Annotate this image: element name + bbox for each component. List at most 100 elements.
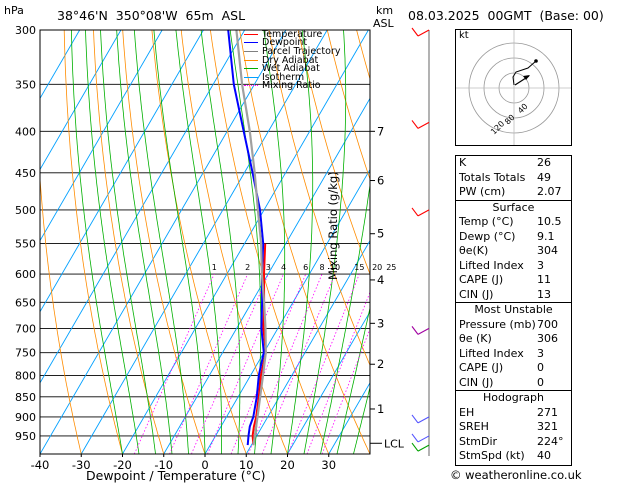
dry-adiabat: [180, 30, 288, 454]
mixing-ratio-label: 20: [372, 263, 382, 272]
index-label: Totals Totals: [459, 170, 526, 184]
dry-adiabat: [151, 30, 247, 454]
wind-barb-flag: [411, 326, 419, 335]
hodograph-section-title: Hodograph: [483, 391, 544, 404]
dry-adiabat: [93, 30, 165, 454]
mixing-ratio-line: [248, 273, 323, 454]
credit-text[interactable]: © weatheronline.co.uk: [450, 468, 582, 482]
index-value: 224°: [537, 434, 564, 448]
legend-swatch: [244, 42, 258, 44]
hodograph-indices: EH 271 SREH 321 StmDir 224° StmSpd (kt) 40: [456, 406, 571, 464]
wind-barb-flag: [411, 442, 419, 452]
isotherm: [40, 30, 163, 242]
wet-adiabat: [200, 30, 241, 454]
index-label: PW (cm): [459, 185, 506, 198]
index-label: CIN (J): [459, 375, 494, 389]
profile-parcel-trajectory: [235, 30, 267, 446]
legend-label: Parcel Trajectory: [262, 45, 341, 57]
dry-adiabat: [122, 30, 206, 454]
isotherm: [163, 97, 370, 454]
mixing-ratio-line: [191, 273, 269, 454]
lcl-label: LCL: [384, 437, 405, 450]
index-label: Pressure (mb): [459, 317, 536, 331]
mixing-ratio-label: 1: [212, 263, 217, 272]
hodograph-unit: kt: [459, 30, 469, 41]
wind-barb-flag: [411, 433, 419, 443]
isotherm: [287, 310, 370, 454]
legend: Temperature Dewpoint Parcel Trajectory Dry …: [244, 30, 366, 92]
pressure-tick-label: 850: [15, 391, 36, 404]
pressure-tick-label: 500: [15, 204, 36, 217]
index-label: StmDir: [459, 434, 498, 448]
dry-adiabat: [326, 30, 370, 181]
legend-swatch: [244, 33, 258, 35]
legend-swatch: [244, 59, 258, 61]
km-tick-label: 7: [377, 124, 384, 138]
asl-label: ASL: [373, 17, 394, 30]
mixing-ratio-axis-label: Mixing Ratio (g/kg): [326, 171, 340, 280]
y-axis-unit: hPa: [4, 4, 24, 17]
indices-panel: K 26 Totals Totals 49 PW (cm) 2.07 Surface Te…: [455, 155, 572, 466]
index-value: 10.5: [537, 215, 562, 228]
legend-item: Mixing Ratio: [244, 80, 366, 92]
index-row: PW (cm) 2.07: [456, 185, 571, 200]
km-tick-label: 3: [377, 316, 384, 330]
legend-swatch: [244, 50, 258, 52]
wet-adiabat: [303, 30, 347, 454]
x-tick-label: -20: [113, 458, 132, 472]
wind-barb-flag: [411, 207, 419, 217]
index-label: K: [459, 156, 467, 169]
index-value: 11: [537, 273, 551, 286]
index-label: Lifted Index: [459, 258, 524, 272]
index-label: Lifted Index: [459, 346, 524, 360]
legend-item: Dry Adiabat: [244, 55, 366, 65]
dry-adiabat: [268, 30, 370, 367]
index-value: 40: [537, 449, 551, 462]
index-row: CIN (J) 0: [456, 376, 571, 391]
index-row: Temp (°C) 10.5: [456, 215, 571, 230]
index-row: StmSpd (kt) 40: [456, 449, 571, 464]
km-tick-label: 2: [377, 357, 384, 371]
km-tick-label: 1: [377, 402, 384, 416]
hodograph-plot: 40 80 120: [456, 30, 571, 145]
pressure-tick-label: 650: [15, 296, 36, 309]
isotherm: [80, 30, 328, 454]
mixing-ratio-line: [321, 327, 370, 454]
isotherm: [40, 30, 287, 454]
index-value: 306: [537, 332, 558, 345]
x-tick-label: 10: [239, 458, 254, 472]
index-value: 2.07: [537, 185, 562, 198]
index-value: 13: [537, 287, 551, 301]
isotherm: [245, 239, 370, 454]
wind-barb: [417, 209, 430, 217]
index-row: Dewp (°C) 9.1: [456, 230, 571, 245]
pressure-tick-label: 400: [15, 125, 36, 138]
index-row: CIN (J) 13: [456, 288, 571, 303]
x-tick-label: 30: [321, 458, 336, 472]
legend-swatch: [244, 76, 258, 78]
index-row: θe(K) 304: [456, 244, 571, 259]
x-tick-label: 20: [280, 458, 295, 472]
index-value: 304: [537, 244, 558, 257]
legend-label: Mixing Ratio: [262, 80, 321, 92]
index-value: 26: [537, 156, 551, 169]
x-tick-label: -30: [72, 458, 91, 472]
pressure-tick-label: 750: [15, 347, 36, 360]
mixing-ratio-line: [306, 291, 370, 454]
index-label: θe(K): [459, 244, 489, 257]
profile-dewpoint: [227, 30, 265, 446]
index-value: 0: [537, 375, 544, 389]
hodograph-trace: [512, 60, 537, 86]
wind-barb: [417, 444, 430, 452]
mixing-ratio-line: [207, 273, 284, 454]
storm-motion-arrowhead: [523, 75, 530, 80]
mixing-ratio-line: [230, 273, 307, 454]
pressure-tick-label: 550: [15, 237, 36, 250]
index-row: Lifted Index 3: [456, 259, 571, 274]
mixing-ratio-line: [261, 273, 336, 454]
x-axis-title: Dewpoint / Temperature (°C): [86, 468, 266, 483]
index-label: SREH: [459, 420, 489, 433]
legend-item: Parcel Trajectory: [244, 47, 366, 56]
legend-item: Dewpoint: [244, 38, 366, 48]
surface-section-title: Surface: [492, 200, 535, 214]
